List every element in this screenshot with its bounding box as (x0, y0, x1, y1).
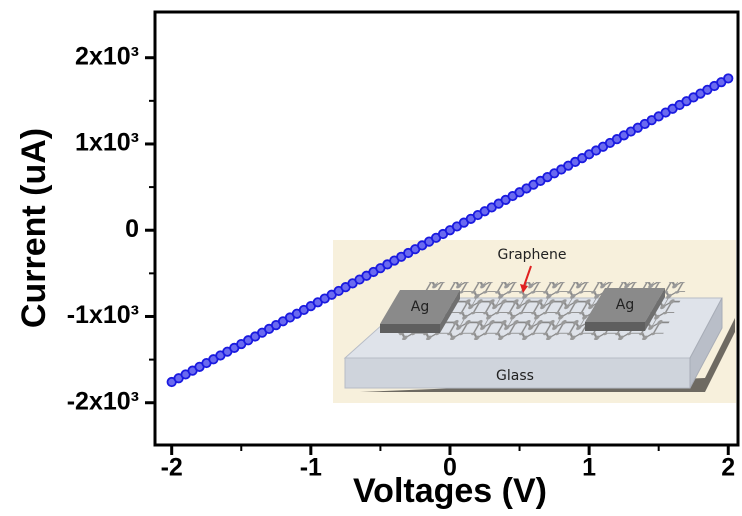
y-tick-label: 2x10³ (75, 42, 139, 70)
x-tick-label: 1 (582, 454, 596, 482)
x-tick-label: 2 (721, 454, 735, 482)
ag-pad-side (585, 322, 645, 331)
y-tick-label: -2x10³ (67, 387, 139, 415)
chart: Graphene Ag Ag Glass Voltages (V) Curren… (0, 0, 742, 516)
glass-label: Glass (496, 368, 534, 384)
x-tick-label: -1 (300, 454, 322, 482)
ag-pad-side (380, 324, 440, 333)
y-tick-label: -1x10³ (67, 301, 139, 329)
y-axis-title: Current (uA) (15, 128, 53, 328)
graphene-label: Graphene (497, 247, 566, 263)
y-tick-label: 0 (125, 215, 139, 243)
ag-label: Ag (616, 297, 634, 313)
x-tick-label: 0 (443, 454, 457, 482)
y-tick-label: 1x10³ (75, 129, 139, 157)
x-tick-label: -2 (161, 454, 183, 482)
ag-label: Ag (411, 299, 429, 315)
data-point (724, 74, 732, 82)
